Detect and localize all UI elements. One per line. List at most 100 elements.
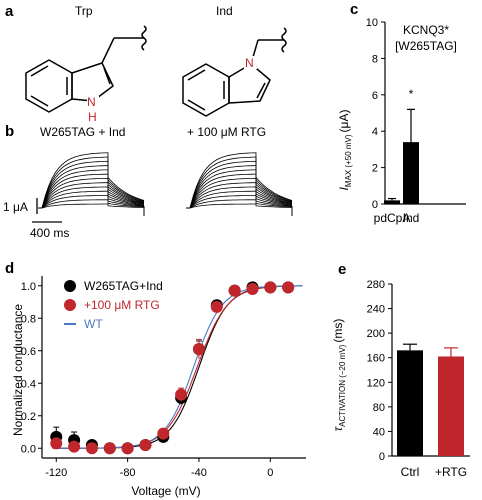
chart-e-ytick-label: 280 [367, 279, 385, 291]
chart-c-ytick-label: 4 [372, 126, 378, 138]
current-trace [186, 182, 293, 209]
chart-d-point [210, 300, 223, 313]
current-trace [186, 160, 293, 209]
chart-d-ytick-label: 0.8 [21, 313, 36, 325]
chart-e-ytick-label: 200 [367, 328, 385, 340]
chart-d-point [228, 284, 241, 297]
current-trace [38, 195, 145, 209]
chart-c-xtick-label: pdCpA [374, 211, 411, 225]
chart-d-xlabel: Voltage (mV) [131, 484, 200, 498]
current-trace [38, 177, 145, 209]
chart-d-point [85, 442, 98, 455]
trp-n-mask [87, 95, 99, 107]
chart-d-point [139, 439, 152, 451]
chart-d-xtick-label: 0 [267, 467, 273, 479]
chart-e-bar [438, 356, 464, 456]
chart-d-point [103, 442, 116, 455]
chart-d-ytick-label: 0.2 [21, 411, 36, 423]
chart-d-point [192, 343, 205, 356]
chart-e-ytick-label: 40 [373, 426, 385, 438]
trp-structure [25, 25, 147, 113]
trp-n-atom: N [87, 95, 96, 109]
chart-d-point [121, 442, 134, 455]
chart-c-ytick-label: 8 [372, 53, 378, 65]
chart-d-point [175, 388, 188, 401]
current-trace [186, 156, 293, 209]
chart-c-ytick-label: 6 [372, 90, 378, 102]
ind-n-mask [244, 56, 257, 69]
chart-c-title-line2: [W265TAG] [395, 39, 457, 53]
chart-c-ylabel: IMAX (+50 mV)(μA) [337, 110, 353, 191]
chart-e-ylabel: τACTIVATION (−20 mV)(ms) [331, 319, 347, 432]
chart-d-point [246, 283, 259, 295]
panel-d-letter: d [5, 260, 14, 277]
current-trace [38, 199, 145, 209]
current-trace [38, 203, 145, 209]
chart-d-ytick-label: 0.0 [21, 443, 36, 455]
chart-e-tau: 0 40 80 120 160 200 240 280 Ctrl +RTG [367, 279, 470, 479]
current-trace [38, 186, 145, 209]
legend-label-ind: W265TAG+Ind [84, 279, 163, 293]
trace-title-right: + 100 μM RTG [187, 125, 266, 139]
chart-e-ytick-label: 160 [367, 353, 385, 365]
chart-e-ytick-label: 0 [379, 451, 385, 463]
chart-c-ylabel-sub: MAX (+50 mV) [344, 134, 353, 187]
panel-e-letter: e [338, 261, 346, 278]
current-trace [186, 173, 293, 209]
chart-d-point [50, 437, 63, 450]
chart-d-point [282, 281, 295, 294]
current-trace [38, 169, 145, 209]
chart-e-ylabel-sub: ACTIVATION (−20 mV) [338, 344, 347, 426]
current-trace [186, 169, 293, 209]
panel-b-letter: b [5, 123, 14, 140]
current-traces-rtg [186, 152, 293, 216]
chart-d-ylabel: Normalized conductance [11, 304, 25, 436]
current-trace [186, 203, 293, 209]
chart-c-bar [403, 142, 419, 204]
current-trace [186, 199, 293, 209]
current-trace [38, 156, 145, 209]
legend-marker-ind [64, 280, 76, 292]
chart-e-ylabel-main: τ [331, 425, 345, 431]
current-trace [186, 186, 293, 209]
current-trace [38, 165, 145, 209]
chart-d-legend: W265TAG+Ind +100 μM RTG WT [64, 279, 163, 331]
ind-n-atom: N [245, 56, 254, 70]
legend-label-wt: WT [84, 317, 103, 331]
current-trace [186, 165, 293, 209]
ind-label: Ind [216, 4, 233, 18]
chart-d-point [157, 427, 170, 440]
current-trace [186, 177, 293, 209]
chart-d-ytick-label: 0.6 [21, 346, 36, 358]
chart-c-ytick-label: 0 [372, 199, 378, 211]
chart-d-point [68, 440, 81, 453]
chart-d-point [264, 281, 277, 294]
chart-e-ytick-label: 240 [367, 304, 385, 316]
current-traces-control [38, 152, 145, 216]
chart-d-ytick-label: 1.0 [21, 281, 36, 293]
chart-c-ytick-label: 10 [366, 17, 378, 29]
chart-e-xtick-label: +RTG [435, 465, 467, 479]
chart-e-xtick-label: Ctrl [401, 465, 420, 479]
legend-marker-rtg [64, 299, 76, 311]
chart-c-title-line1: KCNQ3* [403, 23, 449, 37]
legend-label-rtg: +100 μM RTG [84, 298, 160, 312]
chart-d-conductance: 0.0 0.2 0.4 0.6 0.8 1.0 -120 -80 -40 0 [21, 276, 306, 479]
current-trace [186, 195, 293, 209]
chart-e-bar [397, 350, 423, 456]
chart-d-xtick-label: -120 [45, 467, 67, 479]
current-trace [38, 160, 145, 209]
current-trace [186, 190, 293, 209]
chart-e-ytick-label: 120 [367, 377, 385, 389]
chart-d-xtick-label: -80 [120, 467, 136, 479]
current-trace [38, 152, 145, 209]
chart-c-ylabel-unit: (μA) [337, 110, 351, 133]
panel-c-letter: c [350, 1, 358, 18]
chart-e-ylabel-unit: (ms) [331, 319, 345, 343]
chart-e-ytick-label: 80 [373, 402, 385, 414]
current-trace [38, 182, 145, 209]
panel-a-letter: a [5, 3, 14, 20]
chart-d-ytick-label: 0.4 [21, 378, 36, 390]
